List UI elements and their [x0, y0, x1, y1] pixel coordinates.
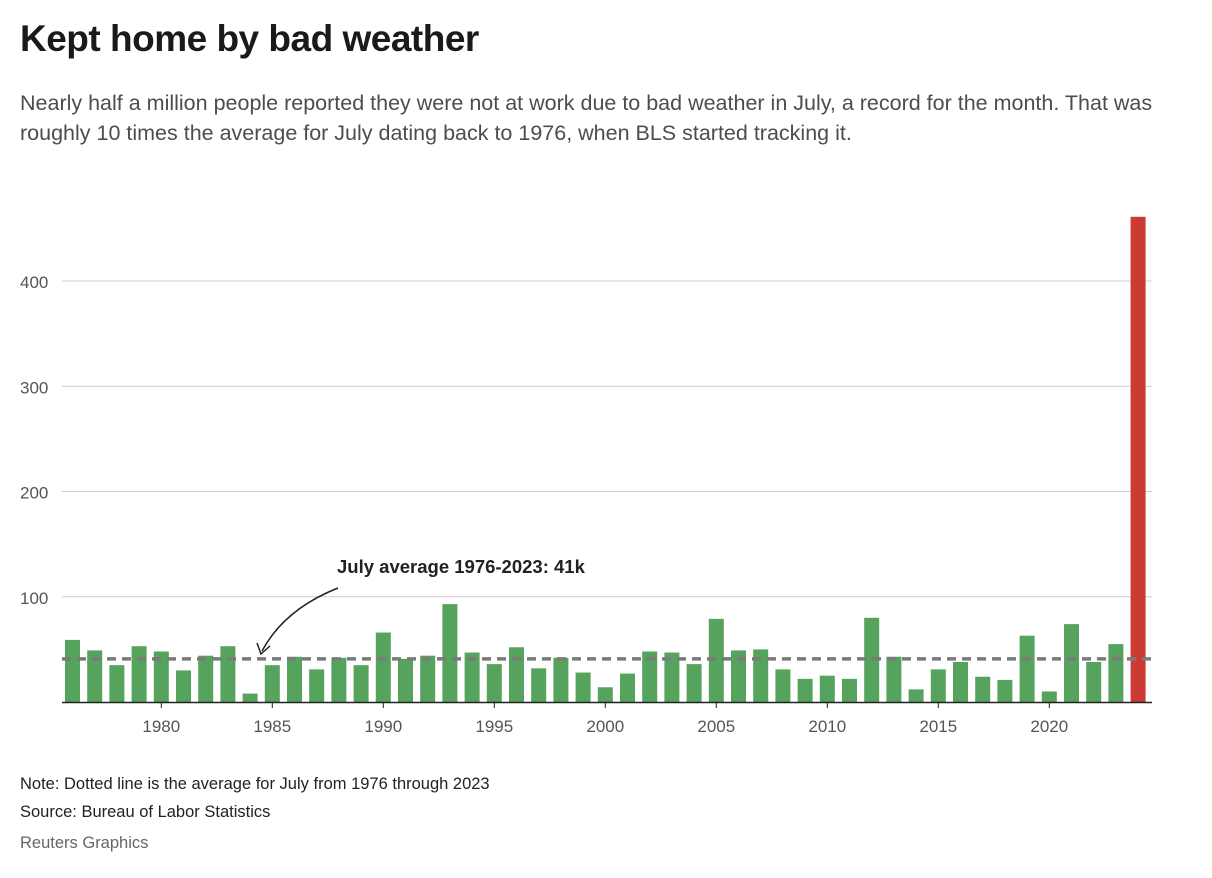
- axes: 100 200 300 400 1980 1985 1990 1995 2000 2005 2010…: [20, 273, 1152, 736]
- bar: [597, 687, 613, 702]
- bar: [642, 651, 658, 702]
- bar: [1041, 691, 1057, 702]
- footnotes: Note: Dotted line is the average for Jul…: [20, 770, 490, 826]
- bar: [575, 672, 591, 702]
- bar: [198, 655, 214, 702]
- x-tick-label: 2005: [697, 717, 735, 736]
- bar: [420, 655, 436, 702]
- bar: [331, 657, 347, 702]
- chart-source: Source: Bureau of Labor Statistics: [20, 803, 271, 821]
- bar: [864, 617, 880, 702]
- bar: [664, 652, 680, 702]
- bar: [620, 673, 635, 702]
- bar: [708, 618, 724, 702]
- bar: [287, 656, 302, 702]
- y-tick-label: 100: [20, 589, 48, 608]
- bar: [442, 604, 458, 702]
- bar: [242, 693, 258, 702]
- chart-subtitle: Nearly half a million people reported th…: [20, 91, 1153, 145]
- x-tick-label: 1995: [475, 717, 513, 736]
- bar: [953, 662, 968, 702]
- bar: [509, 647, 524, 702]
- y-tick-label: 400: [20, 273, 48, 292]
- bar: [464, 652, 480, 702]
- bar: [1086, 662, 1102, 702]
- chart-title: Kept home by bad weather: [20, 18, 479, 59]
- bar: [109, 665, 125, 702]
- x-tick-label: 1990: [364, 717, 402, 736]
- y-tick-label: 200: [20, 484, 48, 503]
- bar: [87, 650, 103, 702]
- bar: [731, 650, 746, 702]
- bar: [486, 664, 502, 702]
- bar: [353, 665, 369, 702]
- bar: [797, 678, 813, 702]
- bar: [153, 651, 169, 702]
- chart-credit: Reuters Graphics: [20, 834, 149, 852]
- x-tick-label: 1980: [142, 717, 180, 736]
- y-tick-label: 300: [20, 378, 48, 397]
- average-annotation-label: July average 1976-2023: 41k: [337, 556, 586, 577]
- bar: [975, 676, 991, 702]
- gridlines: [62, 280, 1152, 598]
- bar: [753, 649, 769, 702]
- bar: [375, 632, 391, 702]
- bar: [65, 639, 80, 702]
- annotation-arrowhead: [256, 642, 271, 656]
- annotation-arrow: [261, 587, 339, 652]
- bar: [686, 664, 702, 702]
- x-tick-label: 2020: [1030, 717, 1068, 736]
- bar: [553, 657, 569, 702]
- bar: [886, 656, 902, 702]
- bar: [908, 689, 924, 702]
- bar: [176, 670, 191, 702]
- bar: [997, 679, 1013, 702]
- bar: [775, 669, 791, 702]
- bar: [531, 668, 547, 702]
- annotation: July average 1976-2023: 41k: [256, 556, 586, 656]
- x-tick-label: 2015: [919, 717, 957, 736]
- bar-highlight: [1130, 216, 1146, 703]
- x-tick-label: 2010: [808, 717, 846, 736]
- chart-note: Note: Dotted line is the average for Jul…: [20, 775, 490, 793]
- bar: [220, 646, 236, 702]
- bars: [65, 216, 1146, 703]
- bar: [398, 658, 413, 702]
- bar: [1019, 635, 1035, 702]
- bar: [131, 646, 147, 702]
- x-tick-label: 1985: [253, 717, 291, 736]
- x-tick-label: 2000: [586, 717, 624, 736]
- bar: [1108, 644, 1124, 702]
- bar: [1064, 624, 1079, 702]
- bar: [842, 678, 857, 702]
- bar: [264, 665, 280, 702]
- bar: [930, 669, 946, 702]
- bar: [309, 669, 325, 702]
- bar: [819, 675, 835, 702]
